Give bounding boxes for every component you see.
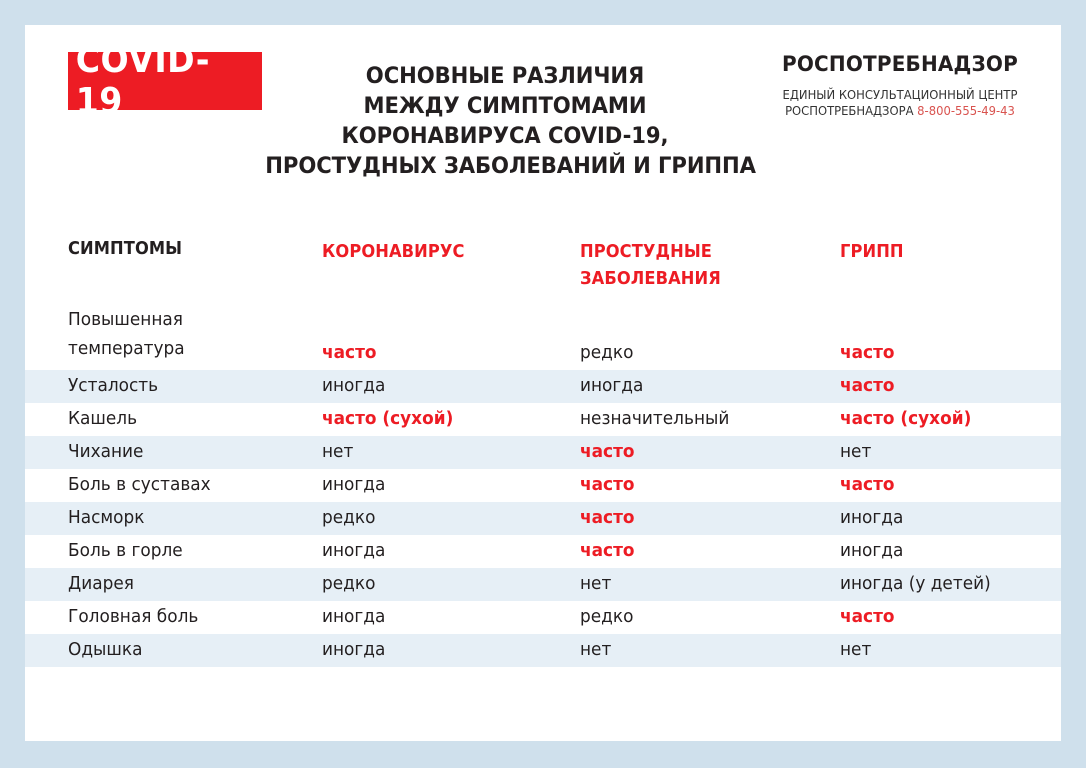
poster-card: COVID-19 ОСНОВНЫЕ РАЗЛИЧИЯ МЕЖДУ СИМПТОМ… [25, 25, 1061, 741]
row-value-cold: незначительный [580, 408, 730, 429]
table-row: Повышенная температура часто редко часто [25, 305, 1061, 370]
row-value-cold: часто [580, 540, 635, 561]
agency-subtitle-line-2: РОСПОТРЕБНАДЗОРА 8-800-555-49-43 [767, 103, 1033, 119]
column-header-cold-line-2: ЗАБОЛЕВАНИЯ [580, 269, 721, 289]
page-title: ОСНОВНЫЕ РАЗЛИЧИЯ МЕЖДУ СИМПТОМАМИ КОРОН… [265, 61, 756, 181]
row-value-coronavirus: нет [322, 441, 354, 462]
agency-block: РОСПОТРЕБНАДЗОР ЕДИНЫЙ КОНСУЛЬТАЦИОННЫЙ … [760, 52, 1040, 119]
column-header-flu: ГРИПП [840, 242, 904, 262]
row-symptom-label: Насморк [68, 507, 145, 528]
covid19-badge: COVID-19 [68, 40, 262, 122]
column-header-cold: ПРОСТУДНЫЕ ЗАБОЛЕВАНИЯ [580, 239, 721, 293]
row-value-flu: иногда (у детей) [840, 573, 991, 594]
row-value-coronavirus: редко [322, 507, 376, 528]
row-value-flu: часто [840, 474, 895, 495]
row-value-coronavirus: иногда [322, 606, 386, 627]
table-row: Кашель часто (сухой) незначительный част… [25, 403, 1061, 436]
row-value-coronavirus: иногда [322, 639, 386, 660]
row-value-coronavirus: иногда [322, 375, 386, 396]
row-value-flu: часто [840, 342, 895, 363]
poster-header: COVID-19 ОСНОВНЫЕ РАЗЛИЧИЯ МЕЖДУ СИМПТОМ… [25, 25, 1061, 215]
row-value-coronavirus: иногда [322, 540, 386, 561]
table-row: Боль в горле иногда часто иногда [25, 535, 1061, 568]
row-value-flu: часто [840, 375, 895, 396]
row-value-coronavirus: часто (сухой) [322, 408, 454, 429]
row-value-cold: нет [580, 573, 612, 594]
page-title-line-1: ОСНОВНЫЕ РАЗЛИЧИЯ [365, 63, 645, 89]
row-symptom-label-line-1: Повышенная [68, 309, 183, 330]
row-symptom-label: Одышка [68, 639, 143, 660]
row-value-cold: редко [580, 606, 634, 627]
column-header-cold-line-1: ПРОСТУДНЫЕ [580, 242, 713, 262]
row-value-coronavirus: иногда [322, 474, 386, 495]
row-value-flu: часто (сухой) [840, 408, 972, 429]
covid19-badge-label: COVID-19 [75, 40, 210, 122]
page-title-line-3: КОРОНАВИРУСА COVID-19, [341, 123, 669, 149]
row-symptom-label: Диарея [68, 573, 134, 594]
row-value-flu: нет [840, 639, 872, 660]
row-value-flu: нет [840, 441, 872, 462]
row-symptom-label-line-2: температура [68, 338, 185, 359]
table-row: Диарея редко нет иногда (у детей) [25, 568, 1061, 601]
row-value-cold: редко [580, 342, 634, 363]
page-title-line-4: ПРОСТУДНЫХ ЗАБОЛЕВАНИЙ И ГРИППА [265, 153, 756, 179]
table-footer-spacer [25, 667, 1061, 727]
table-row: Боль в суставах иногда часто часто [25, 469, 1061, 502]
agency-name: РОСПОТРЕБНАДЗОР [782, 52, 1018, 77]
hotline-phone-number: 8-800-555-49-43 [917, 104, 1015, 118]
row-symptom-label: Боль в суставах [68, 474, 211, 495]
row-value-coronavirus: часто [322, 342, 377, 363]
row-value-cold: нет [580, 639, 612, 660]
row-symptom-label: Боль в горле [68, 540, 183, 561]
row-value-cold: иногда [580, 375, 644, 396]
row-value-flu: иногда [840, 540, 904, 561]
column-header-symptoms: СИМПТОМЫ [68, 239, 183, 259]
row-value-cold: часто [580, 441, 635, 462]
row-symptom-label: Повышенная температура [68, 305, 185, 363]
table-header-row: СИМПТОМЫ КОРОНАВИРУС ПРОСТУДНЫЕ ЗАБОЛЕВА… [25, 215, 1061, 305]
agency-subtitle-prefix: РОСПОТРЕБНАДЗОРА [785, 104, 914, 118]
symptom-comparison-table: СИМПТОМЫ КОРОНАВИРУС ПРОСТУДНЫЕ ЗАБОЛЕВА… [25, 215, 1061, 727]
agency-subtitle-line-1: ЕДИНЫЙ КОНСУЛЬТАЦИОННЫЙ ЦЕНТР [782, 88, 1018, 102]
row-value-cold: часто [580, 507, 635, 528]
row-symptom-label: Чихание [68, 441, 144, 462]
table-row: Чихание нет часто нет [25, 436, 1061, 469]
column-header-coronavirus: КОРОНАВИРУС [322, 242, 465, 262]
row-value-coronavirus: редко [322, 573, 376, 594]
row-symptom-label: Усталость [68, 375, 159, 396]
row-value-flu: часто [840, 606, 895, 627]
table-row: Усталость иногда иногда часто [25, 370, 1061, 403]
row-symptom-label: Кашель [68, 408, 138, 429]
table-row: Одышка иногда нет нет [25, 634, 1061, 667]
table-row: Головная боль иногда редко часто [25, 601, 1061, 634]
row-symptom-label: Головная боль [68, 606, 199, 627]
page-title-line-2: МЕЖДУ СИМПТОМАМИ [363, 93, 647, 119]
table-row: Насморк редко часто иногда [25, 502, 1061, 535]
row-value-cold: часто [580, 474, 635, 495]
row-value-flu: иногда [840, 507, 904, 528]
